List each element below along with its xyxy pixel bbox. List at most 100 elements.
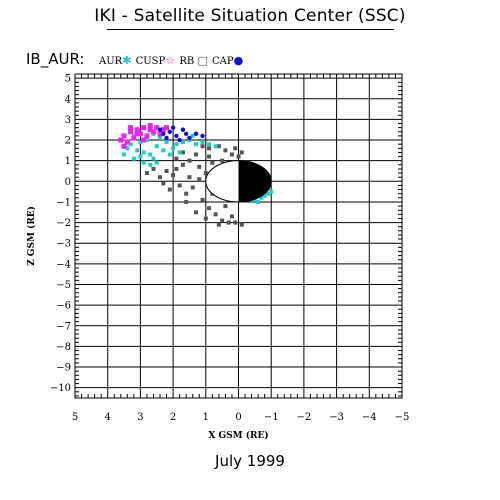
y-tick-label: 1 [65,156,71,167]
cusp-point [160,127,166,133]
rb-point [207,154,212,159]
aur-point [141,150,146,155]
y-tick-label: −10 [50,383,71,394]
cusp-point [141,125,147,131]
cap-point [187,135,192,141]
rb-point [229,214,234,219]
rb-point [207,146,212,151]
legend-label: RB [179,56,195,67]
y-tick-label: −2 [56,218,71,229]
earth-icon [205,160,272,203]
cap-point [161,131,166,137]
x-tick-label: −3 [329,412,344,423]
y-tick-label: −1 [56,197,71,208]
aur-point [154,144,159,149]
date-caption: July 1999 [215,452,285,470]
rb-point [174,166,179,171]
axis-tick-labels: 5 4 3 2 1 0 −1 −2 −3 −4 −5 5 4 3 2 1 0 −1 −2 −3 −4 −5 −6 −7 −8 −9… [50,74,409,423]
cap-point [174,133,179,139]
cusp-point [141,137,147,143]
aur-point [207,142,212,147]
y-tick-label: −4 [56,259,71,270]
cusp-point [157,131,163,137]
rb-point [223,148,228,153]
aur-point [269,189,274,194]
y-tick-label: −9 [56,363,71,374]
aur-point [252,197,257,202]
aur-point [138,154,143,159]
rb-point [203,216,208,221]
cap-point [200,133,205,139]
y-tick-label: 5 [65,74,71,85]
legend-item-aur: AUR✱ [99,54,135,67]
x-tick-label: −2 [297,412,312,423]
aur-point [193,142,198,147]
aur-point [135,148,140,153]
legend: AUR✱ CUSP☆ RB □ CAP● [99,54,244,67]
title-underline [107,29,394,30]
rb-point [151,166,156,171]
x-tick-label: 1 [203,412,209,423]
rb-point [171,173,176,178]
rb-point [197,164,202,169]
x-axis-label: X GSM (RE) [208,430,268,441]
aur-point [180,140,185,145]
aur-point [265,191,270,196]
aur-point [164,140,169,145]
page-title: IKI - Satellite Situation Center (SSC) [94,6,406,26]
rb-point [187,158,192,163]
legend-item-rb: RB □ [179,55,211,67]
asterisk-icon: ✱ [122,54,132,67]
rb-point [167,187,172,192]
rb-point [193,152,198,157]
x-tick-label: 3 [137,412,143,423]
star-icon: ☆ [165,54,176,67]
rb-point [158,175,163,180]
rb-point [229,152,234,157]
cap-point [170,125,176,130]
cap-point [180,127,186,132]
rb-point [213,212,218,217]
cusp-point [137,131,143,137]
rb-point [187,175,192,180]
rb-point [207,206,212,211]
y-tick-label: 0 [65,177,71,188]
cap-point [157,127,163,132]
rb-point [200,144,205,149]
aur-point [190,133,195,138]
aur-point [200,140,205,145]
aur-point [171,146,176,151]
cusp-point [118,137,124,143]
aur-point [131,156,136,161]
legend-label: AUR [99,56,123,67]
legend-label: CAP [212,56,234,67]
aur-point [262,193,267,198]
rb-point [220,218,225,223]
cap-point [193,131,199,137]
aur-point [213,144,218,149]
aur-point [167,152,172,157]
cusp-point [164,125,170,131]
x-tick-label: −1 [264,412,279,423]
aur-point [158,135,163,140]
rb-point [203,171,208,176]
cusp-point [134,127,140,133]
aur-point [161,148,166,153]
y-tick-label: −6 [56,301,71,312]
cusp-point [128,129,134,135]
aur-point [148,152,153,157]
cusp-point [131,135,137,141]
axis-ticks [75,74,402,398]
legend-item-cap: CAP● [212,55,243,67]
rb-point [193,210,198,215]
rb-point [239,222,244,227]
rb-point [216,144,221,149]
cusp-point [147,127,153,133]
aur-point [256,199,261,204]
aur-point [144,138,149,143]
rb-point [233,146,238,151]
rb-point [233,220,238,225]
x-tick-label: 4 [105,412,111,423]
aur-point [128,142,133,147]
